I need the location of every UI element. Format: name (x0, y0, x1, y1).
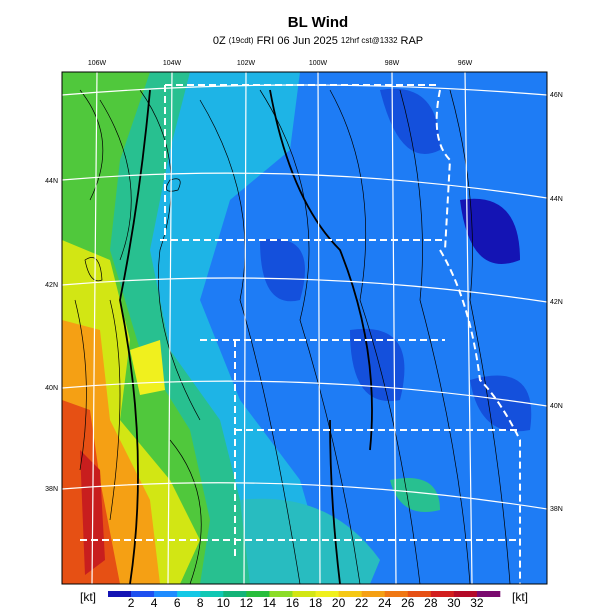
lat-label: 42N (45, 282, 58, 289)
colorbar-tick-label: 12 (240, 596, 254, 610)
lat-label: 38N (45, 486, 58, 493)
lon-label: 100W (309, 60, 328, 67)
colorbar-swatch (177, 591, 201, 597)
colorbar-swatch (361, 591, 386, 597)
subtitle-part: (19cdt) (229, 36, 254, 45)
colorbar-tick-label: 10 (217, 596, 231, 610)
colorbar-tick-label: 14 (263, 596, 277, 610)
colorbar-tick-label: 8 (197, 596, 204, 610)
colorbar-swatch (384, 591, 409, 597)
colorbar-tick-label: 18 (309, 596, 323, 610)
colorbar-swatch (430, 591, 455, 597)
colorbar-swatch (407, 591, 432, 597)
colorbar-tick-label: 26 (401, 596, 415, 610)
colorbar-tick-label: 30 (447, 596, 461, 610)
subtitle-part: RAP (401, 35, 424, 47)
colorbar-tick-label: 6 (174, 596, 181, 610)
colorbar-swatch (338, 591, 362, 597)
lat-label: 40N (550, 403, 563, 410)
lat-label: 42N (550, 299, 563, 306)
colorbar-tick-label: 20 (332, 596, 346, 610)
colorbar-swatch (108, 591, 132, 597)
lon-label: 106W (88, 60, 107, 67)
colorbar-swatch (292, 591, 316, 597)
lon-label: 102W (237, 60, 256, 67)
colorbar-tick-label: 4 (151, 596, 158, 610)
colorbar-swatch (154, 591, 178, 597)
colorbar-swatch (131, 591, 155, 597)
lon-label: 104W (163, 60, 182, 67)
colorbar-tick-label: 16 (286, 596, 300, 610)
map (61, 71, 548, 585)
subtitle-part: 0Z (213, 35, 226, 47)
colorbar-swatch (246, 591, 270, 597)
colorbar-tick-label: 2 (128, 596, 135, 610)
colorbar-unit: [kt] (80, 590, 96, 604)
colorbar-tick-label: 32 (470, 596, 484, 610)
colorbar-swatch (200, 591, 224, 597)
lat-label: 40N (45, 385, 58, 392)
subtitle-part: FRI 06 Jun 2025 (257, 35, 338, 47)
colorbar: 2 4 6 8 10 12 14 16 18 20 22 24 26 28 30 32[kt] [kt] (80, 590, 528, 610)
map-labels: 106W 104W 102W 100W 98W 96W 44N 42N 40N 38N 46N 44N… (45, 60, 563, 513)
colorbar-swatch (269, 591, 293, 597)
colorbar-swatch (476, 591, 501, 597)
lat-label: 44N (550, 196, 563, 203)
lat-label: 44N (45, 178, 58, 185)
colorbar-tick-label: 24 (378, 596, 392, 610)
lon-label: 96W (458, 60, 473, 67)
colorbar-swatch (223, 591, 247, 597)
lon-label: 98W (385, 60, 400, 67)
lat-label: 38N (550, 506, 563, 513)
subtitle: 0Z (19cdt) FRI 06 Jun 2025 12hrf cst@1332 RA… (213, 35, 423, 47)
colorbar-tick-label: 28 (424, 596, 438, 610)
title: BL Wind (288, 14, 348, 31)
colorbar-unit: [kt] (512, 590, 528, 604)
colorbar-swatch (453, 591, 478, 597)
lat-label: 46N (550, 92, 563, 99)
colorbar-tick-label: 22 (355, 596, 369, 610)
colorbar-swatch (315, 591, 339, 597)
subtitle-part: 12hrf cst@1332 (341, 36, 398, 45)
